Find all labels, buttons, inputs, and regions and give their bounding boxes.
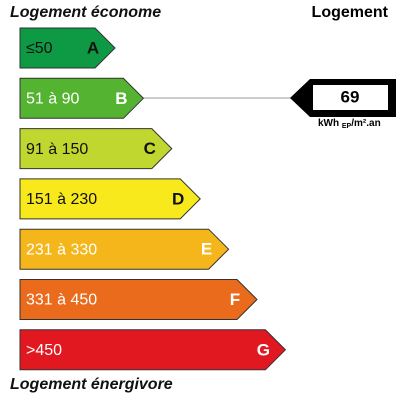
class-letter: E bbox=[201, 240, 212, 259]
footer-title: Logement énergivore bbox=[10, 376, 173, 393]
unit: kWh bbox=[318, 118, 339, 129]
right-title: Logement bbox=[312, 4, 389, 21]
class-bar bbox=[19, 178, 201, 220]
class-range: 91 à 150 bbox=[26, 141, 88, 158]
class-bar bbox=[19, 228, 230, 270]
class-range: >450 bbox=[26, 342, 62, 359]
unit-sub: EP bbox=[342, 123, 352, 130]
class-range: 151 à 230 bbox=[26, 191, 97, 208]
class-letter: F bbox=[230, 290, 240, 309]
class-letter: G bbox=[257, 340, 270, 359]
indicator-value: 69 bbox=[341, 87, 360, 106]
class-letter: A bbox=[87, 38, 99, 57]
class-bar bbox=[19, 329, 287, 371]
class-range: 231 à 330 bbox=[26, 241, 97, 258]
class-bar bbox=[19, 77, 145, 119]
class-bar bbox=[19, 128, 173, 170]
class-range: ≤50 bbox=[26, 40, 53, 57]
class-range: 51 à 90 bbox=[26, 91, 79, 108]
class-letter: C bbox=[144, 139, 156, 158]
class-letter: D bbox=[172, 189, 184, 208]
indicator-unit: kWh EP/m².an bbox=[318, 118, 381, 130]
class-bar bbox=[19, 279, 258, 320]
class-bar bbox=[19, 27, 116, 69]
class-range: 331 à 450 bbox=[26, 292, 97, 309]
unit-suffix: /m².an bbox=[351, 118, 380, 129]
left-title: Logement économe bbox=[10, 4, 161, 21]
indicator-box bbox=[313, 85, 388, 110]
class-letter: B bbox=[115, 89, 127, 108]
